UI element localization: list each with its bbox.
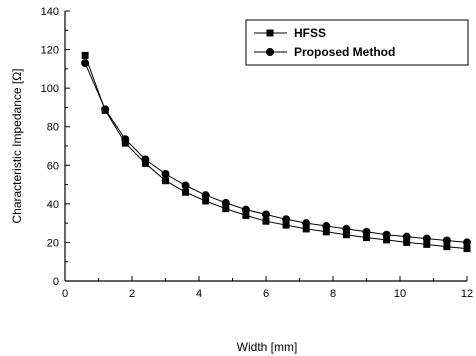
data-point-hfss: [383, 236, 391, 244]
data-point-hfss: [242, 211, 250, 219]
data-point-hfss: [403, 238, 411, 246]
series-line-hfss: [84, 55, 468, 250]
y-axis-title: Characteristic Impedance [Ω]: [10, 68, 24, 223]
data-point-hfss: [202, 197, 210, 205]
data-point-proposed-method: [181, 181, 190, 190]
data-point-hfss: [423, 240, 431, 248]
data-point-proposed-method: [322, 222, 331, 231]
data-point-hfss: [222, 205, 230, 213]
y-tick-label: 0: [53, 276, 59, 288]
data-point-proposed-method: [382, 230, 391, 239]
data-point-proposed-method: [161, 169, 170, 178]
y-tick-label: 20: [47, 237, 59, 249]
legend: HFSS Proposed Method: [245, 19, 469, 66]
data-point-hfss: [162, 177, 169, 185]
data-point-hfss: [81, 51, 89, 59]
legend-box: [245, 19, 469, 66]
y-tick-label: 140: [41, 6, 59, 18]
data-point-proposed-method: [241, 205, 250, 214]
x-tick-label: 10: [394, 288, 406, 300]
data-point-proposed-method: [201, 191, 210, 200]
x-axis-title: Width [mm]: [237, 340, 298, 354]
data-point-proposed-method: [81, 59, 90, 68]
data-point-proposed-method: [402, 232, 411, 241]
data-point-proposed-method: [141, 155, 150, 164]
x-tick-label: 0: [62, 288, 68, 300]
legend-label-hfss: HFSS: [294, 26, 326, 40]
data-point-proposed-method: [221, 198, 230, 207]
series-layer: [81, 51, 471, 253]
legend-label-proposed: Proposed Method: [294, 45, 395, 59]
x-tick-label: 2: [129, 288, 135, 300]
data-point-proposed-method: [282, 215, 291, 224]
y-tick-label: 100: [41, 83, 59, 95]
data-point-hfss: [182, 188, 190, 196]
y-tick-label: 80: [47, 122, 59, 134]
data-point-hfss: [363, 234, 370, 242]
x-tick-label: 8: [330, 288, 336, 300]
legend-marker-hfss: [266, 29, 274, 37]
data-point-hfss: [443, 243, 451, 251]
data-point-proposed-method: [362, 227, 371, 236]
x-tick-label: 12: [461, 288, 473, 300]
data-point-hfss: [282, 221, 290, 229]
data-point-hfss: [302, 225, 310, 233]
data-point-proposed-method: [262, 210, 270, 219]
data-point-hfss: [342, 231, 350, 239]
data-point-proposed-method: [302, 219, 311, 228]
data-point-proposed-method: [101, 105, 110, 114]
series-line-proposed-method: [84, 62, 468, 243]
y-tick-label: 60: [47, 160, 59, 172]
data-point-hfss: [262, 217, 270, 225]
x-tick-label: 6: [263, 288, 269, 300]
legend-marker-proposed: [266, 48, 274, 56]
data-point-hfss: [463, 245, 471, 253]
data-point-proposed-method: [463, 238, 471, 247]
data-point-proposed-method: [121, 135, 130, 144]
data-point-hfss: [322, 228, 330, 236]
y-tick-label: 120: [41, 45, 59, 57]
data-point-proposed-method: [422, 234, 431, 243]
y-tick-label: 40: [47, 199, 59, 211]
x-tick-label: 4: [196, 288, 202, 300]
data-point-proposed-method: [342, 224, 351, 233]
data-point-proposed-method: [442, 236, 451, 245]
